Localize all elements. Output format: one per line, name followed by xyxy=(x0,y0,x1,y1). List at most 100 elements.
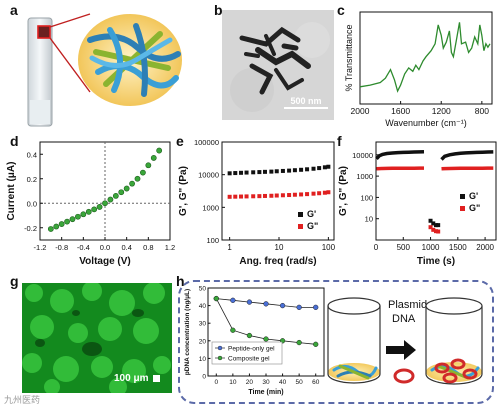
y-tick-label: 0 xyxy=(202,374,206,381)
chart-d-iv-curve: -1.2 -0.8 -0.4 0.0 0.4 0.8 1.2 -0.2 0.0 0.2 0.4 Vol… xyxy=(6,141,175,267)
panel-label-b: b xyxy=(214,2,223,18)
storage-modulus-point xyxy=(287,168,292,173)
loss-modulus-point xyxy=(239,194,244,199)
loss-modulus-point xyxy=(428,225,433,230)
legend-marker xyxy=(460,194,465,199)
fluorescence-image: 100 μm xyxy=(22,283,172,393)
nanofiber-icon xyxy=(87,23,181,97)
scalebar-g: 100 μm xyxy=(114,373,161,384)
storage-modulus-point xyxy=(257,170,262,175)
x-axis-label: Ang. freq (rad/s) xyxy=(239,256,316,267)
loss-modulus-point xyxy=(227,194,232,199)
x-tick-label: 1200 xyxy=(432,106,451,116)
iv-point xyxy=(96,204,103,210)
loss-modulus-point xyxy=(292,192,297,197)
y-tick-label: 40 xyxy=(199,303,207,310)
x-tick-label: 1 xyxy=(227,243,232,252)
storage-modulus-point xyxy=(311,166,316,171)
iv-point xyxy=(91,206,98,213)
peptide-gel-point xyxy=(263,301,269,307)
composite-gel-point xyxy=(230,327,236,333)
arrow-label-line2: DNA xyxy=(392,313,416,325)
iv-point xyxy=(123,185,130,192)
loss-modulus-line xyxy=(376,166,424,171)
composite-gel-point xyxy=(263,336,269,342)
storage-modulus-point xyxy=(269,169,274,174)
x-tick-label: 1.2 xyxy=(165,243,175,252)
peptide-gel-point xyxy=(296,304,302,311)
y-tick-label: 100 xyxy=(360,193,373,202)
y-tick-label: 100000 xyxy=(194,138,219,147)
x-tick-label: 800 xyxy=(475,106,489,116)
x-axis-label: Voltage (V) xyxy=(79,256,130,267)
iv-point xyxy=(85,208,92,215)
iv-point xyxy=(58,221,65,227)
cylinder-before-icon xyxy=(327,297,381,384)
arrow-label-line1: Plasmid xyxy=(388,299,427,311)
loss-modulus-point xyxy=(326,190,331,195)
loss-modulus-point xyxy=(317,191,322,196)
y-tick-label: 10 xyxy=(365,215,373,224)
y-tick-label: 10 xyxy=(199,356,207,363)
loss-modulus-point xyxy=(257,194,262,199)
x-axis-label: Time (s) xyxy=(417,256,455,267)
peptide-gel-point xyxy=(313,304,319,311)
iv-point xyxy=(102,200,108,207)
watermark: 九州医药 xyxy=(4,395,41,405)
x-tick-label: 0.0 xyxy=(100,243,110,252)
storage-modulus-point xyxy=(292,168,297,173)
legend-label: G' xyxy=(307,209,316,219)
y-tick-label: 0.2 xyxy=(27,175,37,184)
y-tick-label: 100 xyxy=(206,236,219,245)
loss-modulus-point xyxy=(287,193,292,198)
x-tick-label: 30 xyxy=(262,379,270,386)
plot-frame xyxy=(375,141,497,241)
arrow-icon xyxy=(386,340,416,360)
loss-modulus-point xyxy=(299,192,304,197)
x-tick-label: -1.2 xyxy=(34,243,47,252)
peptide-gel-point xyxy=(246,299,253,305)
x-tick-label: 0 xyxy=(374,243,379,252)
x-tick-label: 40 xyxy=(279,379,287,386)
y-tick-label: 0.0 xyxy=(27,199,37,208)
storage-modulus-point xyxy=(239,170,244,175)
storage-modulus-point xyxy=(434,223,438,228)
panel-label-d: d xyxy=(10,133,19,149)
composite-gel-point xyxy=(213,295,219,302)
iv-point xyxy=(118,189,125,196)
cylinder-after-icon xyxy=(425,297,483,385)
chart-f-time-sweep: 0 500 1000 1500 2000 10 100 1000 10000 G' G" Time (… xyxy=(338,141,497,267)
loss-modulus-point xyxy=(436,229,441,234)
y-axis-label: pDNA concentration (ng/μL) xyxy=(184,289,191,375)
panel-label-g: g xyxy=(10,273,19,289)
iv-point xyxy=(69,216,76,223)
chart-c-ir-spectrum: 2000 1600 1200 800 Wavenumber (cm⁻¹) % Transm… xyxy=(344,11,493,128)
y-axis-label: % Transmittance xyxy=(344,24,354,91)
legend-marker xyxy=(460,206,465,211)
loss-modulus-point xyxy=(251,194,256,199)
composite-gel-point xyxy=(246,332,253,339)
y-tick-label: 0.4 xyxy=(27,150,37,159)
iv-point xyxy=(156,147,163,154)
legend-marker xyxy=(298,224,303,229)
storage-modulus-point xyxy=(305,167,310,172)
storage-modulus-line xyxy=(440,150,494,161)
loss-modulus-point xyxy=(244,194,249,199)
loss-modulus-line xyxy=(441,166,494,171)
legend-label: G" xyxy=(469,203,480,213)
x-tick-label: 20 xyxy=(246,379,254,386)
storage-modulus-point xyxy=(299,167,304,172)
iv-point xyxy=(140,169,146,176)
peptide-gel-point xyxy=(279,302,286,309)
panel-a-illustration xyxy=(27,13,182,127)
iv-point xyxy=(75,213,81,220)
y-tick-label: 1000 xyxy=(202,203,219,212)
iv-point xyxy=(150,155,157,161)
plot-frame xyxy=(359,11,493,105)
x-tick-label: 0 xyxy=(214,379,218,386)
storage-modulus-point xyxy=(227,171,232,176)
x-tick-label: 0.8 xyxy=(143,243,153,252)
y-tick-label: -0.2 xyxy=(24,224,37,233)
x-tick-label: 0.4 xyxy=(121,243,131,252)
iv-point xyxy=(107,196,114,203)
